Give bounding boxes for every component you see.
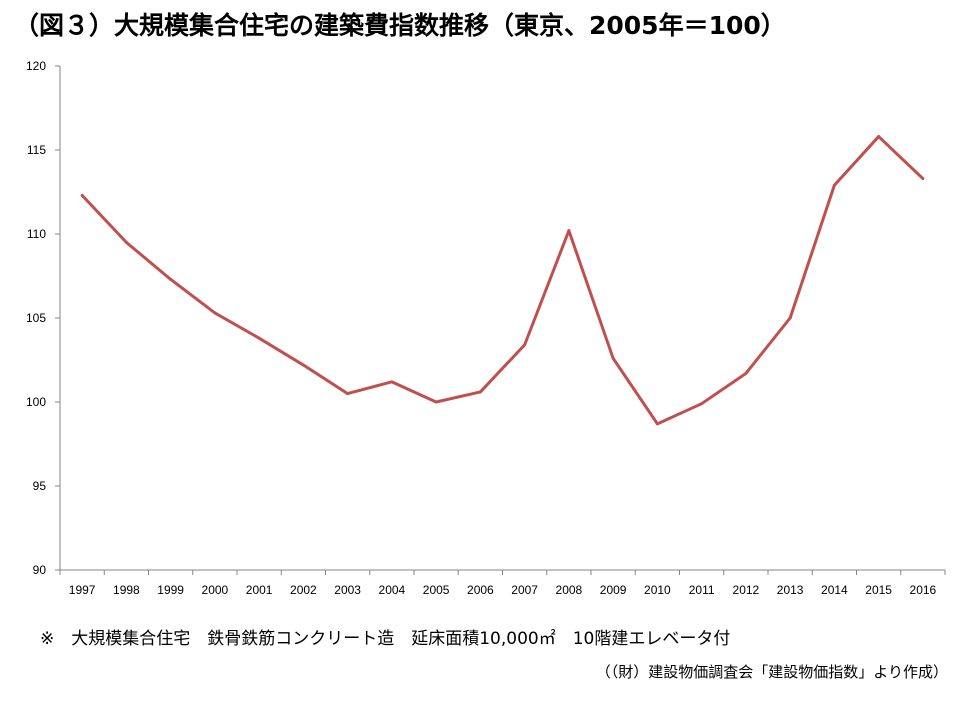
data-point-2011 [700, 402, 704, 406]
data-point-2012 [744, 371, 748, 375]
y-tick-label: 95 [33, 479, 47, 493]
x-tick-label: 2008 [556, 583, 583, 597]
data-point-2010 [655, 422, 659, 426]
chart-title: （図３）大規模集合住宅の建築費指数推移（東京、2005年＝100） [14, 11, 786, 40]
x-tick-label: 2007 [511, 583, 538, 597]
series-line [81, 135, 924, 426]
x-tick-label: 2011 [689, 583, 715, 597]
y-tick-label: 105 [26, 311, 46, 325]
y-tick-label: 110 [27, 227, 46, 241]
x-tick-label: 2004 [379, 583, 406, 597]
x-tick-label: 2015 [865, 583, 892, 597]
footnote: ※ 大規模集合住宅 鉄骨鉄筋コンクリート造 延床面積10,000㎡ 10階建エレ… [40, 629, 731, 649]
data-point-2004 [390, 380, 394, 384]
y-tick-label: 90 [33, 563, 47, 577]
data-point-1998 [124, 240, 128, 244]
data-point-2014 [832, 183, 836, 187]
x-tick-label: 2009 [600, 583, 627, 597]
data-point-2005 [434, 400, 438, 404]
x-tick-label: 2002 [290, 583, 317, 597]
x-tick-label: 2010 [644, 583, 671, 597]
x-tick-label: 1998 [113, 583, 140, 597]
y-tick-label: 120 [26, 59, 46, 73]
x-tick-label: 2012 [733, 583, 760, 597]
data-point-2003 [346, 392, 350, 396]
x-tick-label: 1999 [157, 583, 184, 597]
data-point-2002 [301, 363, 305, 367]
x-tick-label: 2000 [202, 583, 229, 597]
x-tick-label: 2001 [246, 583, 273, 597]
data-point-2015 [877, 135, 881, 139]
data-point-2007 [523, 343, 527, 347]
data-point-2000 [213, 311, 217, 315]
x-tick-label: 2013 [777, 583, 804, 597]
data-point-2009 [611, 356, 615, 360]
data-point-2001 [257, 336, 261, 340]
data-point-1999 [169, 277, 173, 281]
x-tick-label: 2016 [910, 583, 937, 597]
y-tick-label: 100 [26, 395, 46, 409]
x-tick-label: 1997 [69, 583, 96, 597]
y-tick-label: 115 [27, 143, 46, 157]
data-point-2006 [478, 390, 482, 394]
data-point-1997 [80, 193, 84, 197]
x-tick-label: 2006 [467, 583, 494, 597]
data-point-2016 [921, 177, 925, 181]
x-tick-label: 2014 [821, 583, 848, 597]
data-point-2008 [567, 229, 571, 233]
data-point-2013 [788, 316, 792, 320]
x-tick-label: 2003 [334, 583, 361, 597]
x-tick-label: 2005 [423, 583, 450, 597]
source-note: （（財）建設物価調査会「建設物価指数」より作成） [595, 663, 948, 681]
